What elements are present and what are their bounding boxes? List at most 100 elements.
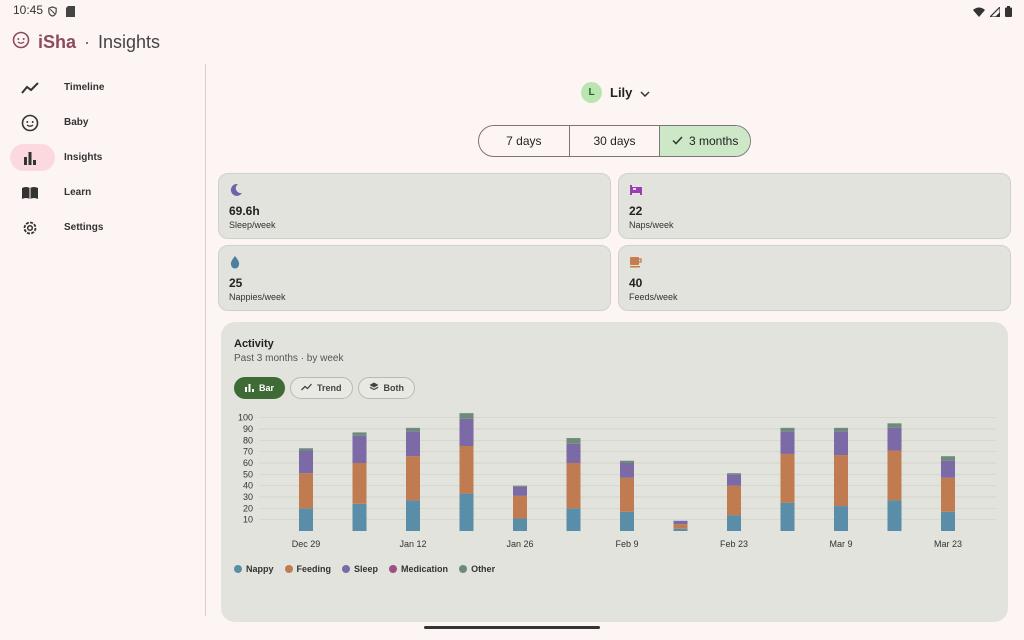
bar-segment-nappy[interactable] [887,500,902,531]
bar-segment-sleep[interactable] [352,435,367,463]
bar-segment-sleep[interactable] [513,486,527,496]
nav-item-timeline[interactable]: Timeline [10,74,196,101]
nav-item-insights[interactable]: Insights [10,144,196,171]
bar-segment-nappy[interactable] [780,502,795,531]
book-icon [20,183,40,203]
bar-segment-sleep[interactable] [459,418,474,446]
stat-card-sleep: 69.6h Sleep/week [218,173,611,239]
bar-segment-nappy[interactable] [299,508,313,531]
bar-segment-sleep[interactable] [941,460,955,478]
bar-segment-feeding[interactable] [513,495,527,519]
range-7-days[interactable]: 7 days [479,126,570,156]
bar-segment-other[interactable] [513,485,527,487]
avatar: L [581,82,602,103]
app-bar: iSha · Insights [12,30,160,54]
bar-segment-sleep[interactable] [299,450,313,474]
bar-segment-nappy[interactable] [941,511,955,531]
bar-segment-other[interactable] [834,427,848,432]
legend-label: Sleep [354,564,379,574]
bar-segment-feeding[interactable] [673,524,688,529]
nav-rail: Timeline Baby Insights Learn Settings [10,74,196,249]
legend-item-sleep: Sleep [342,564,378,574]
bar-segment-feeding[interactable] [299,473,313,509]
bar-segment-other[interactable] [459,413,474,419]
bar-segment-other[interactable] [566,438,581,444]
bar-segment-sleep[interactable] [887,427,902,451]
mode-bar-chip[interactable]: Bar [234,377,286,399]
bar-segment-feeding[interactable] [566,463,581,509]
legend-swatch [284,565,293,573]
child-name: Lily [610,85,633,100]
bar-segment-nappy[interactable] [459,493,474,531]
nav-item-label: Timeline [64,82,105,93]
bar-segment-feeding[interactable] [459,446,474,494]
activity-title: Activity [234,338,274,350]
bar-segment-feeding[interactable] [834,455,848,507]
chevron-down-icon [640,84,650,102]
bar-segment-other[interactable] [941,456,955,461]
legend-item-feeding: Feeding [284,564,331,574]
child-selector[interactable]: L Lily [581,82,650,103]
bar-segment-feeding[interactable] [887,450,902,501]
bar-segment-nappy[interactable] [727,515,741,531]
bar-segment-nappy[interactable] [834,506,848,531]
bar-segment-nappy[interactable] [513,518,527,531]
bar-segment-other[interactable] [352,432,367,436]
legend-swatch [234,565,242,573]
stat-value: 25 [229,276,243,290]
mode-trend-chip[interactable]: Trend [290,377,353,399]
mode-both-chip[interactable]: Both [357,377,416,399]
bar-segment-other[interactable] [620,460,634,463]
y-tick-label: 70 [243,447,253,457]
cell-signal-icon [988,4,1001,22]
legend-label: Nappy [246,564,274,574]
bar-segment-nappy[interactable] [406,500,420,531]
bar-segment-other[interactable] [406,427,420,432]
bar-segment-nappy[interactable] [673,528,688,531]
legend-item-other: Other [459,564,495,574]
bar-segment-nappy[interactable] [566,508,581,531]
bar-segment-nappy[interactable] [620,511,634,531]
bar-segment-sleep[interactable] [780,431,795,454]
stat-caption: Feeds/week [629,292,678,302]
bar-segment-feeding[interactable] [620,477,634,512]
bar-segment-feeding[interactable] [941,477,955,512]
bar-segment-sleep[interactable] [673,520,688,525]
trend-line-icon [301,383,313,393]
baby-face-icon [20,113,40,133]
y-tick-label: 20 [243,503,253,513]
bar-segment-sleep[interactable] [834,431,848,456]
bar-segment-sleep[interactable] [566,443,581,463]
gear-icon [20,218,40,238]
bar-segment-feeding[interactable] [406,456,420,501]
legend-swatch [389,565,398,573]
activity-subtitle: Past 3 months · by week [234,353,344,364]
bar-segment-other[interactable] [780,427,795,432]
bar-segment-other[interactable] [887,423,902,428]
activity-panel: Activity Past 3 months · by week Bar Tre… [221,322,1008,622]
app-brand: iSha [38,31,77,52]
bar-segment-feeding[interactable] [727,485,741,516]
nav-item-baby[interactable]: Baby [10,109,196,136]
bar-segment-other[interactable] [727,473,741,475]
drop-icon [229,255,243,269]
y-tick-label: 60 [243,458,253,468]
bar-segment-other[interactable] [299,448,313,451]
range-3-months[interactable]: 3 months [660,126,750,156]
x-tick-label: Feb 23 [720,539,748,549]
legend-label: Medication [401,564,449,574]
bar-segment-sleep[interactable] [406,431,420,457]
range-selector: 7 days 30 days 3 months [478,125,751,157]
range-30-days[interactable]: 30 days [570,126,661,156]
nav-item-label: Settings [64,222,104,233]
bar-segment-sleep[interactable] [620,463,634,478]
nav-item-settings[interactable]: Settings [10,214,196,241]
bar-segment-sleep[interactable] [727,474,741,486]
nav-item-learn[interactable]: Learn [10,179,196,206]
home-indicator[interactable] [424,626,600,629]
bar-segment-feeding[interactable] [352,463,367,504]
x-tick-label: Mar 9 [829,539,852,549]
bar-segment-nappy[interactable] [352,503,367,531]
legend-label: Other [471,564,496,574]
bar-segment-feeding[interactable] [780,453,795,503]
